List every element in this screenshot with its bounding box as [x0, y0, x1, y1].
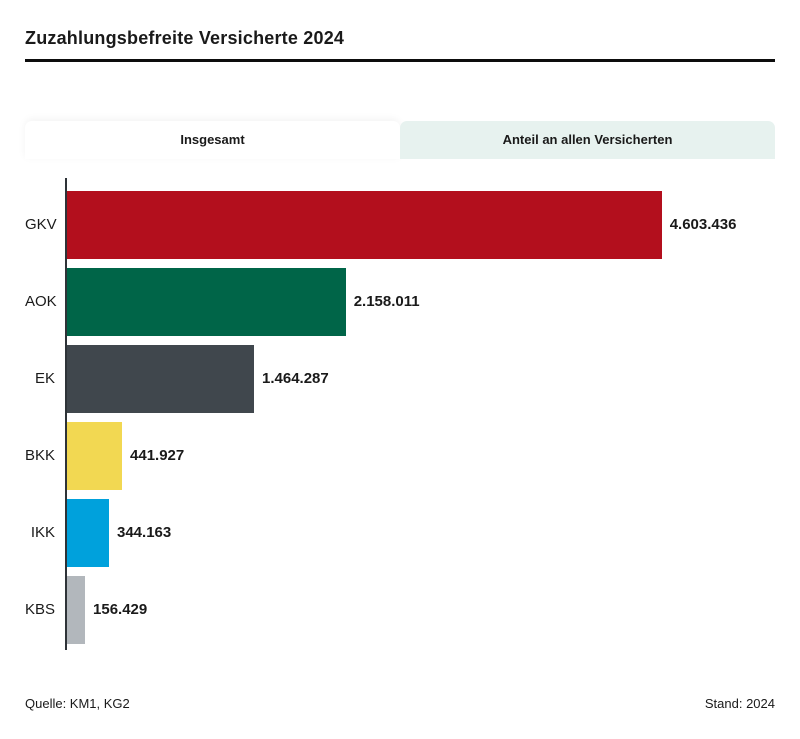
title-divider	[25, 59, 775, 62]
value-label-ikk: 344.163	[117, 524, 172, 541]
category-label-gkv: GKV	[25, 216, 57, 233]
y-axis-line	[65, 178, 67, 650]
tab-anteil-an-allen-versicherten[interactable]: Anteil an allen Versicherten	[400, 121, 775, 159]
category-label-bkk: BKK	[25, 447, 56, 464]
bar-kbs[interactable]	[65, 575, 86, 644]
chart-row-ikk: IKK 344.163	[25, 494, 775, 571]
value-label-bkk: 441.927	[130, 447, 185, 464]
page-title: Zuzahlungsbefreite Versicherte 2024	[25, 28, 345, 48]
chart-row-ek: EK 1.464.287	[25, 340, 775, 417]
chart-row-bkk: BKK 441.927	[25, 417, 775, 494]
bar-gkv[interactable]	[66, 190, 662, 259]
bar-area: 2.158.011	[66, 267, 775, 336]
value-label-gkv: 4.603.436	[669, 216, 737, 233]
category-label-ikk: IKK	[30, 524, 55, 541]
value-label-ek: 1.464.287	[262, 370, 329, 387]
category-label-ek: EK	[34, 370, 55, 387]
bar-area: 344.163	[65, 498, 775, 567]
tab-bar: Insgesamt Anteil an allen Versicherten	[25, 121, 775, 159]
footer: Quelle: KM1, KG2 Stand: 2024	[25, 696, 775, 711]
bar-area: 1.464.287	[65, 344, 775, 413]
category-label-aok: AOK	[25, 293, 57, 310]
chart-row-gkv: GKV 4.603.436	[25, 186, 775, 263]
tab-insgesamt[interactable]: Insgesamt	[25, 121, 400, 159]
bar-aok[interactable]	[66, 267, 346, 336]
bar-ikk[interactable]	[65, 498, 109, 567]
bar-ek[interactable]	[65, 344, 254, 413]
bar-chart: GKV 4.603.436 AOK 2.158.011 EK 1.464.287 BKK 44…	[25, 178, 775, 650]
chart-row-aok: AOK 2.158.011	[25, 263, 775, 340]
chart-row-kbs: KBS 156.429	[25, 571, 775, 648]
bar-bkk[interactable]	[65, 421, 123, 490]
bar-area: 156.429	[65, 575, 775, 644]
value-label-aok: 2.158.011	[353, 293, 420, 310]
chart-rows: GKV 4.603.436 AOK 2.158.011 EK 1.464.287 BKK 44…	[25, 186, 775, 648]
value-label-kbs: 156.429	[93, 601, 148, 618]
header: Zuzahlungsbefreite Versicherte 2024	[0, 0, 800, 62]
stand-note: Stand: 2024	[704, 696, 775, 711]
source-note: Quelle: KM1, KG2	[25, 696, 130, 711]
bar-area: 4.603.436	[66, 190, 775, 259]
category-label-kbs: KBS	[25, 601, 56, 618]
bar-area: 441.927	[65, 421, 775, 490]
